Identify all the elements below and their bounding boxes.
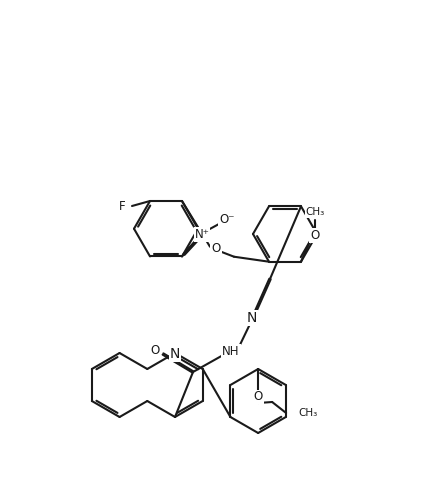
Text: O: O — [311, 229, 320, 242]
Text: CH₃: CH₃ — [298, 408, 317, 418]
Text: O: O — [211, 242, 221, 255]
Text: NH: NH — [222, 345, 240, 358]
Text: CH₃: CH₃ — [305, 207, 325, 217]
Text: O: O — [253, 390, 263, 403]
Text: N⁺: N⁺ — [195, 228, 210, 241]
Text: F: F — [119, 200, 125, 213]
Text: O⁻: O⁻ — [219, 213, 235, 226]
Text: N: N — [247, 311, 257, 325]
Text: O: O — [150, 344, 160, 357]
Text: N: N — [170, 347, 180, 361]
